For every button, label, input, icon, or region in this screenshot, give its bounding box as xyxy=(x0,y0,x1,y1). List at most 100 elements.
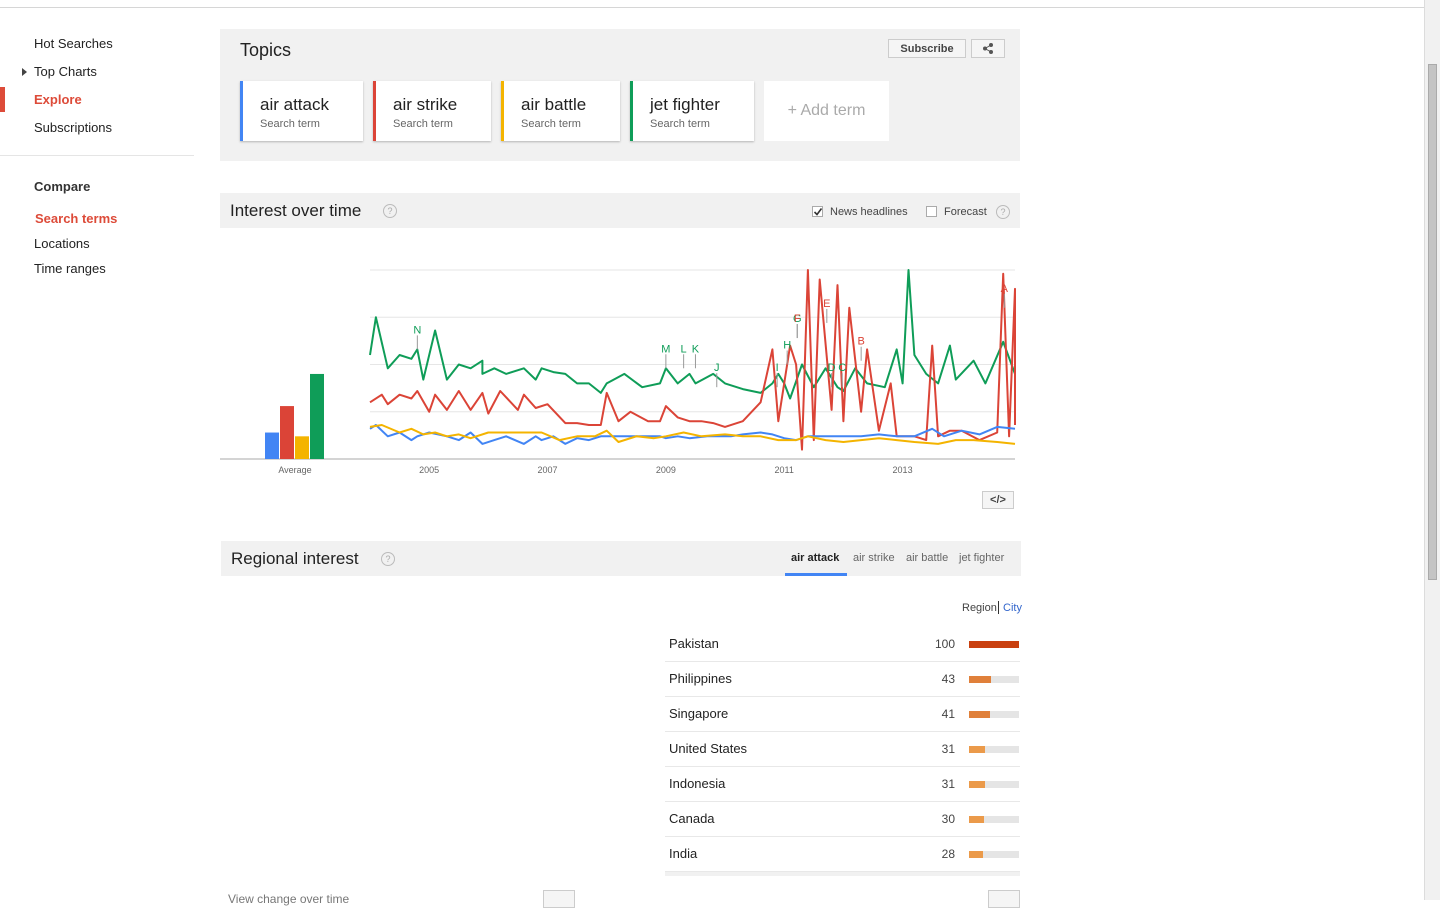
top-divider xyxy=(0,7,1424,8)
average-bar xyxy=(265,432,279,459)
region-bar xyxy=(969,711,990,718)
tab-air-strike[interactable]: air strike xyxy=(853,552,895,564)
embed-chart-button[interactable]: </> xyxy=(982,491,1014,509)
nav-explore[interactable]: Explore xyxy=(34,92,82,107)
view-change-over-time-link[interactable]: View change over time xyxy=(228,892,349,906)
x-tick-label: 2005 xyxy=(419,465,439,475)
region-bar xyxy=(969,816,984,823)
tab-jet-fighter[interactable]: jet fighter xyxy=(959,552,1005,564)
region-row[interactable]: Pakistan 100 xyxy=(665,627,1020,662)
annotation-label: L xyxy=(681,343,687,355)
annotation-label: A xyxy=(1001,283,1009,295)
toggle-divider xyxy=(998,601,999,614)
region-bar xyxy=(969,746,985,753)
x-tick-label: 2009 xyxy=(656,465,676,475)
x-tick-label: 2007 xyxy=(538,465,558,475)
subscribe-button[interactable]: Subscribe xyxy=(888,39,966,58)
average-bar xyxy=(310,373,324,459)
region-bar xyxy=(969,781,985,788)
region-bar-track xyxy=(969,641,1019,648)
expand-arrow-icon[interactable] xyxy=(22,68,27,76)
region-bar xyxy=(969,641,1019,648)
term-name: air attack xyxy=(260,95,329,114)
term-card-air-strike[interactable]: air strike Search term xyxy=(373,81,491,141)
regional-header: Regional interest ? xyxy=(221,541,1021,576)
scrollbar-thumb[interactable] xyxy=(1428,64,1437,580)
city-toggle[interactable]: City xyxy=(1003,602,1022,614)
region-bar-track xyxy=(969,746,1019,753)
add-term-button[interactable]: + Add term xyxy=(764,81,889,141)
annotation-label: I xyxy=(776,362,779,374)
term-type: Search term xyxy=(521,118,581,130)
region-row[interactable]: Philippines 43 xyxy=(665,662,1020,697)
region-value: 41 xyxy=(941,707,955,721)
region-bar xyxy=(969,676,991,683)
annotation-label: D xyxy=(828,362,836,374)
annotation-label: F xyxy=(794,313,801,325)
series-line xyxy=(369,269,1016,400)
region-value: 31 xyxy=(941,742,955,756)
nav-hot-searches[interactable]: Hot Searches xyxy=(34,36,113,51)
region-value: 30 xyxy=(941,812,955,826)
region-name: India xyxy=(669,846,698,861)
annotation-label: E xyxy=(823,298,830,310)
region-row[interactable]: Canada 30 xyxy=(665,802,1020,837)
view-change-label: View change over time xyxy=(228,892,350,906)
nav-locations[interactable]: Locations xyxy=(34,236,90,251)
term-card-air-battle[interactable]: air battle Search term xyxy=(501,81,620,141)
region-bar-track xyxy=(969,851,1019,858)
tab-air-battle[interactable]: air battle xyxy=(906,552,949,564)
help-icon[interactable]: ? xyxy=(383,204,397,218)
term-type: Search term xyxy=(260,118,320,130)
region-bar-track xyxy=(969,711,1019,718)
term-name: air strike xyxy=(393,95,458,114)
nav-top-charts[interactable]: Top Charts xyxy=(34,64,97,79)
active-indicator xyxy=(0,87,5,112)
average-bar xyxy=(295,436,309,459)
x-tick-label: 2013 xyxy=(893,465,913,475)
term-card-jet-fighter[interactable]: jet fighter Search term xyxy=(630,81,754,141)
sidebar-divider xyxy=(0,155,194,156)
region-name: United States xyxy=(669,741,748,756)
region-name: Pakistan xyxy=(669,636,719,651)
embed-map-button[interactable] xyxy=(543,890,575,908)
annotation-label: K xyxy=(692,343,700,355)
compare-heading: Compare xyxy=(34,179,91,194)
help-icon[interactable]: ? xyxy=(381,552,395,566)
term-type: Search term xyxy=(650,118,710,130)
term-name: air battle xyxy=(521,95,587,114)
region-row[interactable]: Singapore 41 xyxy=(665,697,1020,732)
region-toggle[interactable]: Region xyxy=(962,602,997,614)
x-tick-label: 2011 xyxy=(775,465,794,475)
annotation-label: N xyxy=(413,324,421,336)
nav-subscriptions[interactable]: Subscriptions xyxy=(34,120,113,135)
region-name: Singapore xyxy=(669,706,729,721)
region-row[interactable]: India 28 xyxy=(665,837,1020,872)
term-name: jet fighter xyxy=(650,95,720,114)
nav-search-terms[interactable]: Search terms xyxy=(35,211,118,226)
news-headlines-checkbox[interactable] xyxy=(812,206,823,217)
tab-air-attack[interactable]: air attack xyxy=(791,552,840,564)
region-row[interactable]: Indonesia 31 xyxy=(665,767,1020,802)
annotation-label: B xyxy=(857,336,864,348)
interest-chart: Average 2005 2007 2009 2011 2013 N M L K J IH GF E D C B… xyxy=(220,269,1016,475)
scrollbar[interactable] xyxy=(1424,0,1440,900)
nav-time-ranges[interactable]: Time ranges xyxy=(34,261,106,276)
term-card-air-attack[interactable]: air attack Search term xyxy=(240,81,363,141)
region-value: 31 xyxy=(941,777,955,791)
region-row[interactable]: United States 31 xyxy=(665,732,1020,767)
average-bar xyxy=(280,406,294,459)
region-bar xyxy=(969,851,983,858)
term-type: Search term xyxy=(393,118,453,130)
forecast-help-icon[interactable]: ? xyxy=(996,205,1010,219)
share-button[interactable] xyxy=(971,39,1005,58)
interest-header: Interest over time ? News headlines Fore… xyxy=(220,193,1020,228)
forecast-checkbox[interactable] xyxy=(926,206,937,217)
embed-regions-button[interactable] xyxy=(988,890,1020,908)
region-value: 28 xyxy=(941,847,955,861)
annotation-label: H xyxy=(783,340,791,352)
forecast-label: Forecast xyxy=(944,206,987,218)
news-headlines-label: News headlines xyxy=(830,206,908,218)
region-name: Philippines xyxy=(669,671,732,686)
interest-title: Interest over time xyxy=(230,201,362,220)
